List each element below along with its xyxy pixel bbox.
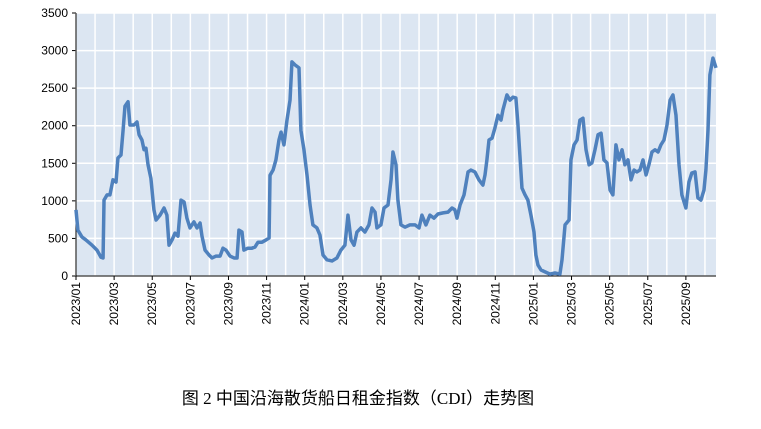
x-tick-label: 2025/05 — [603, 282, 617, 326]
x-tick-label: 2025/09 — [679, 282, 693, 326]
y-tick-label: 2000 — [41, 119, 68, 133]
x-tick-label: 2024/07 — [412, 282, 426, 326]
x-tick-label: 2023/11 — [260, 282, 274, 325]
x-tick-label: 2025/01 — [526, 282, 540, 326]
y-tick-label: 3500 — [41, 6, 68, 20]
x-tick-label: 2023/03 — [107, 282, 121, 326]
x-tick-label: 2024/11 — [488, 282, 502, 325]
y-tick-label: 2500 — [41, 81, 68, 95]
y-tick-label: 3000 — [41, 44, 68, 58]
chart-caption: 图 2 中国沿海散货船日租金指数（CDI）走势图 — [182, 389, 534, 408]
y-tick-label: 1000 — [41, 194, 68, 208]
x-tick-label: 2024/09 — [450, 282, 464, 326]
data-line — [74, 56, 718, 276]
x-tick-label: 2024/01 — [298, 282, 312, 326]
y-tick-label: 1500 — [41, 156, 68, 170]
x-tick-label: 2023/05 — [145, 282, 159, 326]
x-tick-label: 2025/07 — [641, 282, 655, 326]
y-tick-label: 0 — [61, 269, 68, 283]
x-tick-label: 2024/03 — [336, 282, 350, 326]
x-tick-label: 2024/05 — [374, 282, 388, 326]
x-tick-label: 2023/09 — [221, 282, 235, 326]
x-tick-label: 2025/03 — [565, 282, 579, 326]
x-tick-label: 2023/01 — [69, 282, 83, 326]
x-tick-label: 2023/07 — [183, 282, 197, 326]
y-tick-label: 500 — [48, 231, 68, 245]
